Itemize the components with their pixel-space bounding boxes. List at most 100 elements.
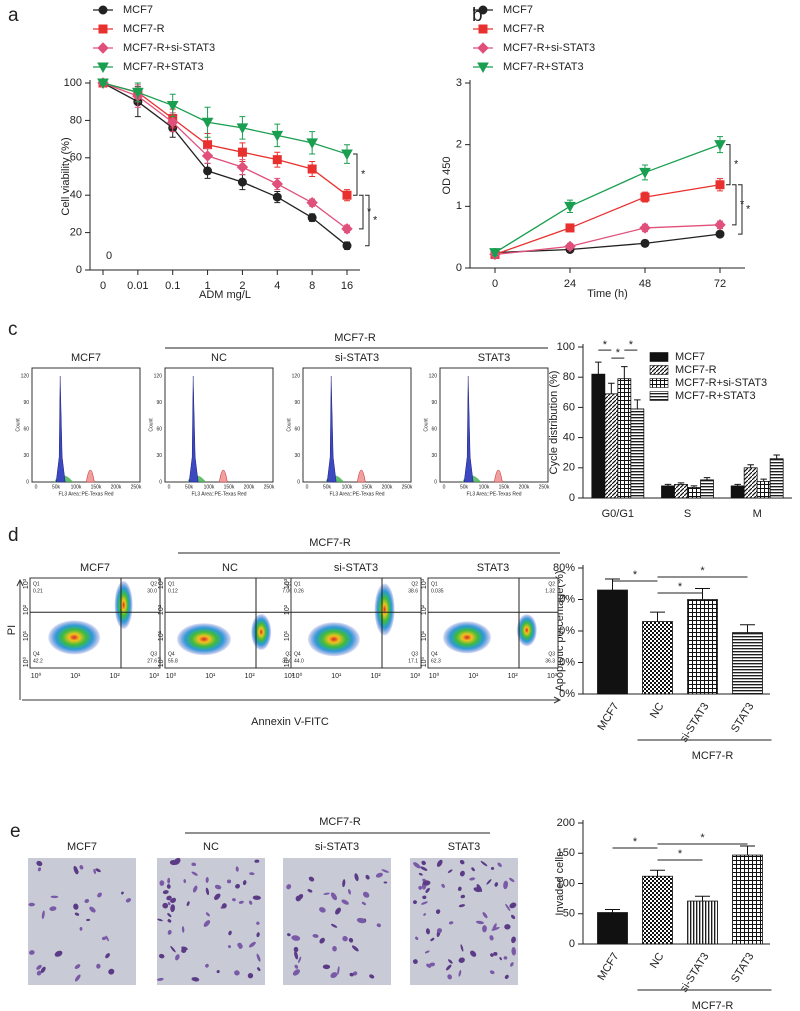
y-tick-label: 40 <box>70 189 82 201</box>
histogram-title: NC <box>211 352 227 364</box>
dot-cloud <box>177 623 231 656</box>
bar <box>687 599 718 695</box>
y-tick-label: 60 <box>563 401 575 413</box>
g1-peak <box>326 375 337 483</box>
x-tick-label: 0.1 <box>165 280 180 292</box>
cell <box>470 950 477 957</box>
legend-marker <box>477 62 489 74</box>
cell <box>356 917 366 924</box>
dotplot-y-tick: 10¹ <box>158 630 165 641</box>
x-tick-label: G0/G1 <box>602 508 634 520</box>
cell <box>74 964 81 970</box>
dot-cloud <box>374 583 395 636</box>
histogram-y-tick: 60 <box>156 426 162 432</box>
histogram-frame <box>439 367 549 483</box>
cell <box>158 953 165 959</box>
y-tick-label: 0 <box>76 264 82 276</box>
error-bar <box>734 483 741 486</box>
cell <box>79 865 84 870</box>
cell <box>101 936 107 941</box>
cell <box>459 859 465 865</box>
cell <box>49 906 57 911</box>
quadrant-value: 0.21 <box>33 588 43 594</box>
cell <box>28 902 35 907</box>
cell <box>412 959 418 964</box>
cell <box>73 903 79 910</box>
cell <box>203 920 211 927</box>
significance-bracket <box>738 184 743 235</box>
cell <box>216 969 220 974</box>
dotplot-x-tick: 10¹ <box>70 673 81 680</box>
dotplot-title: STAT3 <box>477 562 510 574</box>
cell <box>36 860 43 867</box>
significance-label: * <box>633 836 638 848</box>
histogram-x-tick: 250k <box>402 484 413 490</box>
cell <box>93 868 97 875</box>
dotplot-frame <box>290 577 422 669</box>
dot-cloud <box>516 614 537 647</box>
cell <box>73 865 79 875</box>
cell <box>252 895 261 900</box>
cell <box>175 954 180 961</box>
legend-label: MCF7-R <box>123 23 165 35</box>
cell <box>511 936 516 944</box>
cell <box>286 884 292 890</box>
significance-bracket <box>726 144 731 186</box>
cell <box>375 872 383 878</box>
bar <box>732 854 763 945</box>
marker <box>342 190 352 200</box>
cell <box>105 935 109 942</box>
cell <box>54 950 63 957</box>
quadrant-value: 36.3 <box>545 658 555 664</box>
error-bar <box>608 382 615 394</box>
histogram-x-tick: 200k <box>519 484 530 490</box>
quadrant-name: Q3 <box>285 651 292 657</box>
cell <box>341 899 349 905</box>
cell <box>435 909 441 914</box>
cell <box>376 923 382 928</box>
cell <box>249 872 255 876</box>
cell <box>441 883 445 888</box>
cell <box>235 866 239 872</box>
cell <box>248 941 256 948</box>
dotplot-x-tick: 10¹ <box>468 673 479 680</box>
marker <box>132 87 144 99</box>
y-tick-label: 1 <box>456 200 462 212</box>
histogram-frame <box>164 367 274 483</box>
y-tick-label: 200 <box>557 817 575 829</box>
cell <box>162 902 169 909</box>
histogram-y-tick: 90 <box>23 400 29 406</box>
x-tick-label: S <box>684 508 691 520</box>
bar <box>769 458 784 499</box>
cell <box>257 967 261 972</box>
cell <box>499 956 502 961</box>
cell <box>489 970 495 975</box>
histogram-x-tick: 50k <box>460 484 469 490</box>
dotplot-x-tick: 10¹ <box>205 673 216 680</box>
cell <box>214 893 221 900</box>
dotplot-y-tick: 10² <box>284 604 291 615</box>
marker <box>306 196 318 209</box>
cell <box>332 945 337 952</box>
marker <box>565 223 575 233</box>
y-tick-label: 100 <box>557 877 575 889</box>
quadrant-name: Q2 <box>411 581 418 587</box>
error-bar <box>740 845 755 856</box>
cell <box>238 900 244 904</box>
histogram-x-tick: 250k <box>131 484 142 490</box>
dotplot-y-title: PI <box>6 625 18 635</box>
x-tick-label: NC <box>648 701 667 721</box>
bar <box>756 480 771 499</box>
legend-marker <box>98 24 108 34</box>
quadrant-value: 62.3 <box>431 658 441 664</box>
cell <box>511 947 516 956</box>
cell <box>503 956 508 960</box>
x-tick-label: MCF7 <box>595 951 621 983</box>
cell <box>476 884 483 892</box>
legend-swatch <box>649 365 669 375</box>
histogram-x-tick: 100k <box>479 484 490 490</box>
image-title: STAT3 <box>448 841 481 853</box>
histogram-x-tick: 100k <box>204 484 215 490</box>
cell <box>205 912 210 917</box>
marker <box>306 138 318 149</box>
